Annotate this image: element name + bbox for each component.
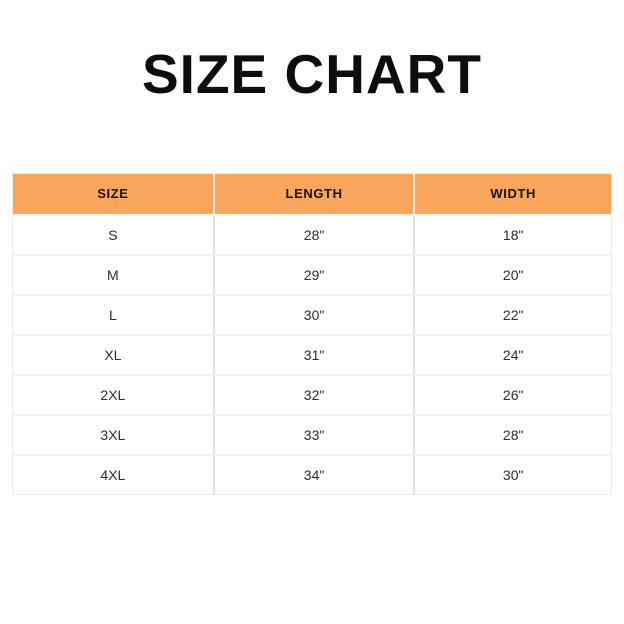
size-cell: M <box>12 254 215 296</box>
length-cell: 28" <box>213 214 416 256</box>
width-cell: 28" <box>414 414 612 456</box>
header-row: SIZE LENGTH WIDTH <box>12 173 612 216</box>
column-header-size: SIZE <box>12 173 215 216</box>
table-row: 4XL 34" 30" <box>12 454 612 494</box>
table-row: S 28" 18" <box>12 214 612 256</box>
width-cell: 22" <box>414 294 612 336</box>
table-row: M 29" 20" <box>12 254 612 296</box>
size-cell: 2XL <box>12 374 215 416</box>
width-cell: 20" <box>414 254 612 296</box>
size-cell: 4XL <box>12 454 215 494</box>
table-row: 2XL 32" 26" <box>12 374 612 416</box>
length-cell: 33" <box>213 414 416 456</box>
table-row: XL 31" 24" <box>12 334 612 376</box>
table-body: S 28" 18" M 29" 20" L 30" 22" XL 31" <box>12 214 612 494</box>
width-cell: 18" <box>414 214 612 256</box>
size-chart-table: SIZE LENGTH WIDTH S 28" 18" M 29" 20" L <box>12 172 612 495</box>
size-cell: S <box>12 214 215 256</box>
length-cell: 31" <box>213 334 416 376</box>
size-cell: XL <box>12 334 215 376</box>
length-cell: 32" <box>213 374 416 416</box>
width-cell: 30" <box>414 454 612 494</box>
length-cell: 29" <box>213 254 416 296</box>
size-cell: L <box>12 294 215 336</box>
column-header-width: WIDTH <box>414 173 612 216</box>
length-cell: 34" <box>213 454 416 494</box>
width-cell: 26" <box>414 374 612 416</box>
table-row: 3XL 33" 28" <box>12 414 612 456</box>
table-header: SIZE LENGTH WIDTH <box>12 173 612 216</box>
column-header-length: LENGTH <box>213 173 416 216</box>
page-title: SIZE CHART <box>142 43 482 105</box>
table-row: L 30" 22" <box>12 294 612 336</box>
size-cell: 3XL <box>12 414 215 456</box>
width-cell: 24" <box>414 334 612 376</box>
length-cell: 30" <box>213 294 416 336</box>
size-chart-table-container: SIZE LENGTH WIDTH S 28" 18" M 29" 20" L <box>12 172 612 495</box>
